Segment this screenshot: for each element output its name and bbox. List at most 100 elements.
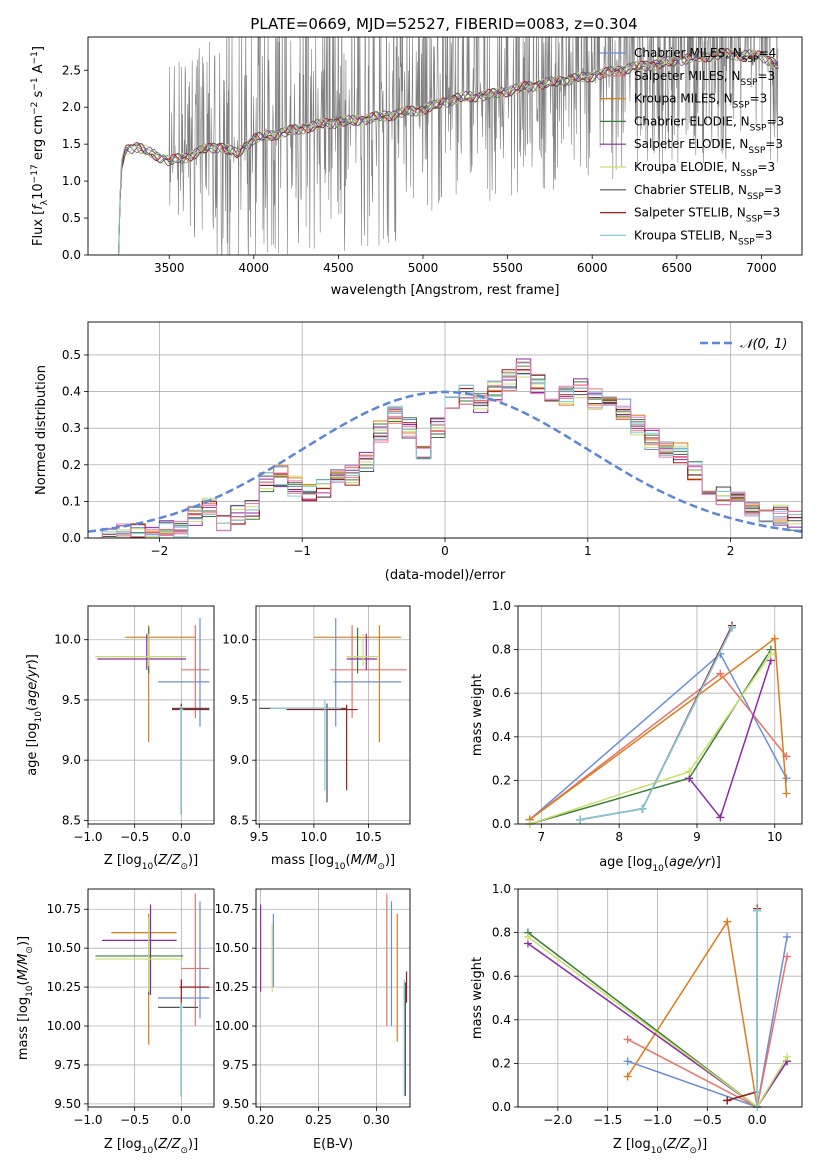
- residuals-plot-area: [87, 358, 803, 539]
- label-part: =4: [759, 46, 777, 60]
- label-part: Flux [: [31, 210, 46, 246]
- y-tick-label: 0.2: [492, 1056, 511, 1070]
- label-part: Z/Z: [666, 1137, 690, 1152]
- x-tick-label: 10.0: [301, 830, 328, 844]
- x-tick-label: −1.0: [73, 1113, 102, 1127]
- spectrum-xlabel: wavelength [Angstrom, rest frame]: [331, 283, 560, 298]
- x-tick-label: 4000: [239, 261, 270, 275]
- x-tick-label: −0.5: [693, 1113, 722, 1127]
- x-tick-label: −2: [151, 544, 169, 558]
- legend-entry: Salpeter ELODIE, NSSP=3: [634, 137, 783, 156]
- ebv_mass-frame: [255, 888, 411, 1108]
- legend-entry: Salpeter STELIB, NSSP=3: [634, 206, 780, 225]
- data-point: [723, 917, 732, 926]
- figure-title: PLATE=0669, MJD=52527, FIBERID=0083, z=0…: [250, 15, 637, 33]
- label-part: (: [662, 1137, 667, 1152]
- z_age-axes: −1.0 −0.5 0.0 8.5 9.0 9.5 10.0: [54, 606, 214, 844]
- spectrum-plot-area: [118, 37, 779, 255]
- y-tick-label: 1.0: [492, 882, 511, 896]
- x-tick-label: −1: [293, 544, 311, 558]
- label-part: Kroupa ELODIE, N: [634, 160, 741, 174]
- label-part: 10: [142, 862, 154, 872]
- x-tick-label: −1.0: [643, 1113, 672, 1127]
- label-part: =3: [750, 92, 768, 106]
- label-part: SSP: [741, 169, 758, 179]
- x-tick-label: −1.5: [593, 1113, 622, 1127]
- label-part: Z/Z: [157, 853, 181, 868]
- label-part: SSP: [738, 237, 755, 247]
- y-tick-label: 10.50: [47, 941, 81, 955]
- y-tick-label: 10.25: [215, 980, 249, 994]
- label-part: −17: [30, 164, 40, 183]
- y-tick-label: 9.0: [230, 753, 249, 767]
- legend-entry: 𝒩(0, 1): [740, 337, 787, 352]
- histogram-steps: [88, 361, 802, 539]
- x-tick-label: 0: [441, 544, 449, 558]
- data-point: [753, 906, 762, 915]
- y-tick-label: 9.50: [54, 1097, 81, 1111]
- y-tick-label: 10.75: [47, 902, 81, 916]
- y-tick-label: 0.4: [62, 385, 81, 399]
- y-tick-label: 0.0: [62, 248, 81, 262]
- y-tick-label: 10.0: [54, 633, 81, 647]
- data-point: [782, 774, 791, 783]
- mass_age-frame: [255, 605, 411, 825]
- label-part: f: [31, 203, 46, 210]
- label-part: )]: [697, 1137, 707, 1152]
- residual-xlabel: (data-model)/error: [385, 568, 506, 583]
- age-weight-ylabel: mass weight: [470, 674, 485, 756]
- label-part: =3: [764, 183, 782, 197]
- label-part: =3: [763, 206, 781, 220]
- y-tick-label: 2.0: [62, 100, 81, 114]
- x-tick-label: −2.0: [543, 1113, 572, 1127]
- label-part: −1: [30, 77, 40, 90]
- y-tick-label: 9.5: [62, 693, 81, 707]
- data-point: [623, 1035, 632, 1044]
- data-point: [766, 649, 775, 658]
- label-part: SSP: [741, 78, 758, 88]
- x-tick-label: 4500: [323, 261, 354, 275]
- label-part: =3: [755, 228, 773, 242]
- x-tick-label: 9.5: [250, 830, 269, 844]
- panels-group: 3500 4000 4500 5000 5500 6000 6500 7000 0.0 0.5 1.…: [16, 36, 803, 1156]
- label-part: −1: [30, 51, 40, 64]
- series-line: [727, 908, 758, 1102]
- y-tick-label: 0.6: [492, 686, 511, 700]
- label-part: Z [log: [104, 853, 142, 868]
- legend-entry: Salpeter MILES, NSSP=3: [634, 69, 775, 88]
- series-line: [688, 660, 772, 820]
- y-tick-label: 0.8: [492, 926, 511, 940]
- y-tick-label: 1.0: [492, 599, 511, 613]
- spectrum-frame: [87, 36, 803, 256]
- label-part: SSP: [748, 146, 765, 156]
- model-spectrum: [118, 49, 779, 255]
- mass-age-xlabel: mass [log10(M/M⊙)]: [271, 853, 395, 872]
- label-part: (: [25, 706, 40, 711]
- label-part: )]: [25, 654, 40, 664]
- label-part: ]: [31, 46, 46, 51]
- y-tick-label: 9.75: [54, 1058, 81, 1072]
- z-weight-ylabel: mass weight: [470, 957, 485, 1039]
- data-point: [716, 669, 725, 678]
- x-tick-label: 10.5: [355, 830, 382, 844]
- x-tick-label: 6000: [577, 261, 608, 275]
- legend-entry: Kroupa STELIB, NSSP=3: [634, 228, 772, 247]
- y-tick-label: 0.2: [62, 458, 81, 472]
- label-part: 10: [31, 183, 46, 200]
- y-tick-label: 10.00: [47, 1019, 81, 1033]
- series-line: [529, 637, 788, 821]
- ebv_mass-axes: 0.20 0.25 0.30 9.50 9.75 10.00 10.25 10.50 10.75: [215, 889, 410, 1127]
- y-tick-label: 10.25: [47, 980, 81, 994]
- z_mass-frame: [87, 888, 215, 1108]
- y-tick-label: 10.50: [215, 941, 249, 955]
- legend-entry: Chabrier ELODIE, NSSP=3: [634, 114, 784, 133]
- label-part: (: [16, 980, 31, 985]
- data-point: [783, 1052, 792, 1061]
- y-tick-label: 10.0: [222, 633, 249, 647]
- label-part: =3: [757, 69, 775, 83]
- label-part: Salpeter MILES, N: [634, 69, 741, 83]
- label-part: )]: [16, 936, 31, 946]
- data-point: [685, 767, 694, 776]
- label-part: 10: [651, 1146, 663, 1156]
